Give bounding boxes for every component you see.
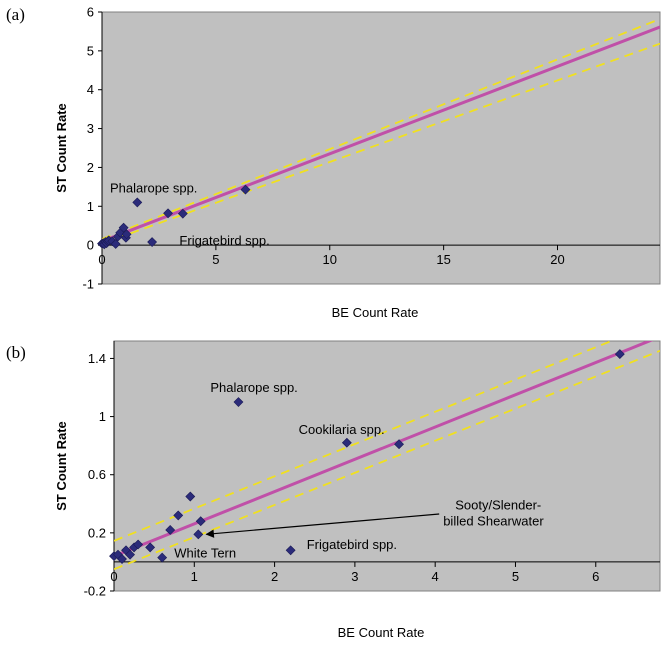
panel-b-y-tick-label: 0.2 <box>88 525 106 540</box>
panel-a-y-tick-label: 2 <box>87 160 94 175</box>
panel-b-lines <box>114 341 660 571</box>
panel-b-data-point <box>173 510 184 521</box>
panel-a-data-point <box>147 237 158 247</box>
panel-a-x-tick-label: 15 <box>436 252 450 267</box>
panel-b-annotation: Sooty/Slender- <box>455 498 541 513</box>
panel-b-data-point <box>165 525 176 535</box>
panel-b-plot-group: -0.2 0.2 0.6 1 1.4 0 1 2 3 4 5 6 Phalarope spp. Cooki… <box>54 340 661 640</box>
panel-b-data-point <box>193 529 204 540</box>
panel-a-annotation: Phalarope spp. <box>110 181 197 196</box>
panel-b-ci-upper-line <box>114 341 614 542</box>
panel-a-plot-group: -1 0 1 2 3 4 5 6 0 5 10 15 20 Phalarope spp. Frigatebi… <box>54 5 661 320</box>
panel-a-ci-lower-line <box>102 42 660 245</box>
panel-a-data-point <box>132 197 143 208</box>
panel-a-x-tick-label: 5 <box>212 252 219 267</box>
panel-a-annotation: Frigatebird spp. <box>179 233 269 248</box>
panel-b-data-point <box>195 516 206 527</box>
panel-a-ci-upper-line <box>102 18 660 240</box>
panel-b-y-axis-title: ST Count Rate <box>54 421 69 511</box>
panel-b-annotation: Frigatebird spp. <box>307 537 397 552</box>
panel-a-y-tick-label: 1 <box>87 199 94 214</box>
panel-b-data-point <box>341 437 352 448</box>
panel-b-y-tick-label: 0.6 <box>88 467 106 482</box>
panel-b-annotation: billed Shearwater <box>443 514 544 529</box>
panel-a-y-tick-label: 6 <box>87 5 94 20</box>
panel-b-x-tick-label: 4 <box>432 569 439 584</box>
panel-a-points <box>97 184 251 250</box>
panel-a-x-axis-title: BE Count Rate <box>332 305 419 320</box>
panel-b-ci-lower-line <box>114 349 660 571</box>
panel-a-y-tick-label: 4 <box>87 82 94 97</box>
panel-a-data-point <box>118 222 129 233</box>
panel-b-annotation: Phalarope spp. <box>210 380 297 395</box>
panel-b-x-tick-label: 0 <box>110 569 117 584</box>
panel-b-points <box>109 349 625 564</box>
panel-a-lines <box>102 18 660 245</box>
panel-a-y-axis-title: ST Count Rate <box>54 103 69 193</box>
panel-a-y-tick-label: 5 <box>87 43 94 58</box>
panel-a-fit-line <box>102 25 660 243</box>
panel-b-data-point <box>133 539 144 550</box>
panel-b-data-point <box>394 439 404 450</box>
panel-b-data-point <box>145 542 156 553</box>
panel-b-x-tick-label: 1 <box>191 569 198 584</box>
panel-b-x-tick-label: 3 <box>351 569 358 584</box>
panel-b-plot-area <box>113 340 661 592</box>
panel-a-plot-area <box>101 11 661 285</box>
panel-b-y-tick-label: 1.4 <box>88 351 106 366</box>
panel-b-data-point <box>157 552 168 563</box>
panel-b-data-point <box>233 397 244 407</box>
panel-a-label: (a) <box>6 5 25 24</box>
panel-b-y-tick-label: -0.2 <box>84 584 106 599</box>
panel-a-data-point <box>240 184 251 195</box>
panel-b-x-tick-label: 6 <box>592 569 599 584</box>
panel-b-label: (b) <box>6 343 26 362</box>
panel-a-x-tick-label: 20 <box>550 252 564 267</box>
panel-b-y-tick-label: 1 <box>99 409 106 424</box>
panel-b-data-point <box>185 491 196 502</box>
panel-b-data-point <box>125 549 135 560</box>
panel-a-x-tick-label: 10 <box>323 252 337 267</box>
panel-b-annotation: White Tern <box>174 546 236 561</box>
panel-b-data-point <box>614 349 625 360</box>
panel-a-y-tick-label: 0 <box>87 238 94 253</box>
panel-b-x-axis-title: BE Count Rate <box>338 625 425 640</box>
panel-b-data-point <box>285 545 296 556</box>
panel-a-data-point <box>163 208 173 219</box>
panel-b-x-tick-label: 2 <box>271 569 278 584</box>
panel-b-annotation: Cookilaria spp. <box>299 422 385 437</box>
panel-b-data-point <box>117 554 127 564</box>
panel-a-data-point <box>110 239 121 249</box>
panel-a-y-tick-label: 3 <box>87 121 94 136</box>
panel-a-y-tick-label: -1 <box>82 277 94 292</box>
panel-b-annotation-arrow <box>205 513 440 538</box>
panel-a-data-point <box>121 229 132 240</box>
panel-b-fit-line <box>114 341 654 558</box>
panel-a-x-tick-label: 0 <box>98 252 105 267</box>
panel-b-x-tick-label: 5 <box>512 569 519 584</box>
panel-a-data-point <box>177 208 188 219</box>
